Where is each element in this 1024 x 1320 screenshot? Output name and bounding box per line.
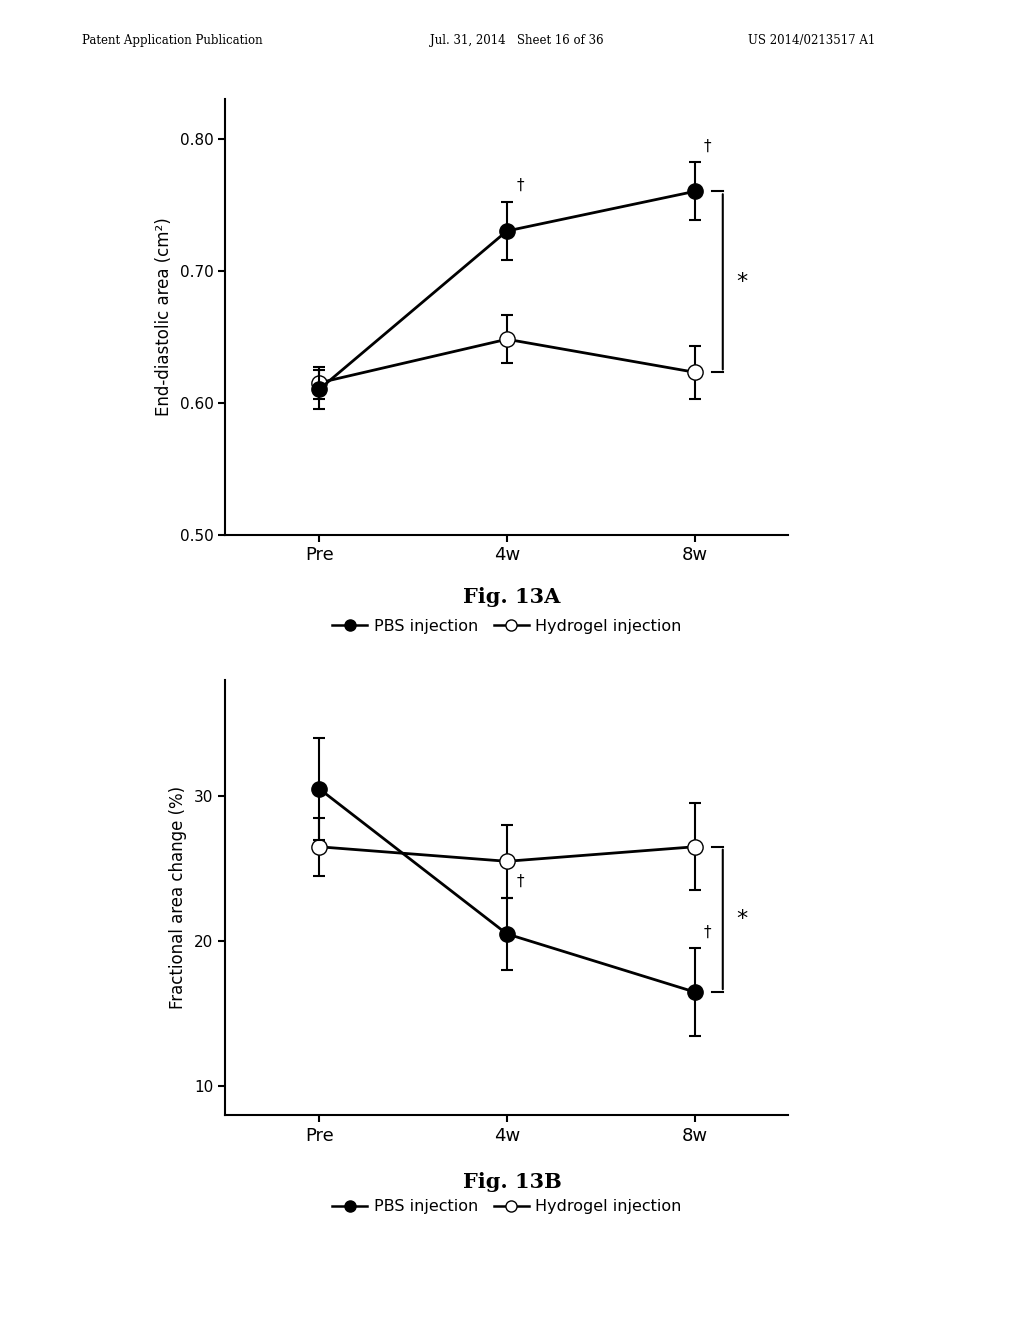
Text: *: * [736,909,748,929]
Text: †: † [516,178,523,193]
Text: Patent Application Publication: Patent Application Publication [82,34,262,48]
Text: Fig. 13B: Fig. 13B [463,1172,561,1192]
Text: Jul. 31, 2014   Sheet 16 of 36: Jul. 31, 2014 Sheet 16 of 36 [430,34,604,48]
Text: †: † [516,874,523,888]
Y-axis label: End-diastolic area (cm²): End-diastolic area (cm²) [155,218,173,416]
Text: Fig. 13A: Fig. 13A [463,587,561,607]
Text: †: † [705,139,712,153]
Legend: PBS injection, Hydrogel injection: PBS injection, Hydrogel injection [326,1193,688,1221]
Text: †: † [705,925,712,940]
Y-axis label: Fractional area change (%): Fractional area change (%) [169,785,187,1010]
Text: US 2014/0213517 A1: US 2014/0213517 A1 [748,34,874,48]
Text: *: * [736,272,748,292]
Legend: PBS injection, Hydrogel injection: PBS injection, Hydrogel injection [326,612,688,640]
